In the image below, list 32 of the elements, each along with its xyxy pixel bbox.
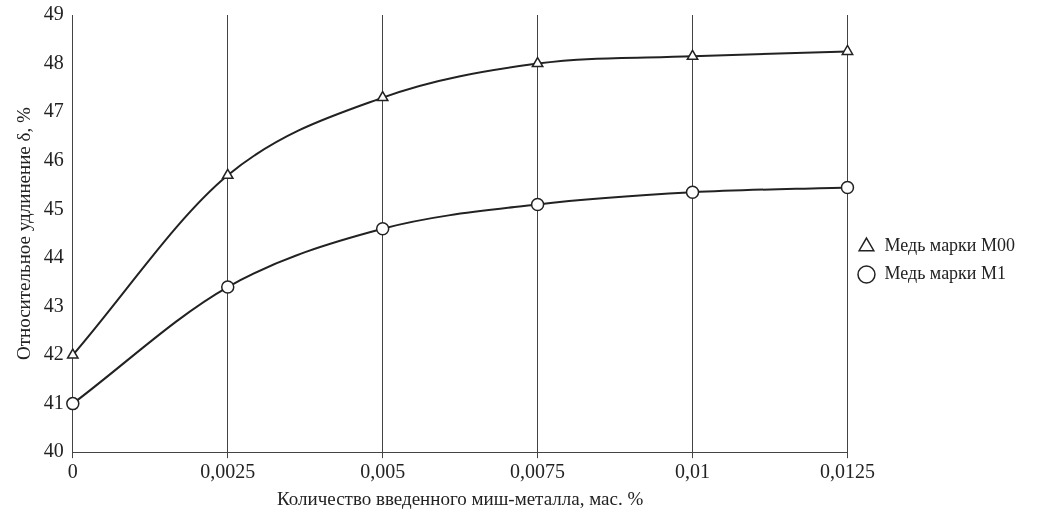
point [220,280,235,294]
y-tick-label: 40 [43,439,64,462]
x-tick-label: 0,0075 [510,460,566,483]
point [221,168,234,180]
point [66,348,79,359]
y-tick-label: 43 [43,293,64,316]
y-tick-label: 48 [43,50,64,73]
x-tick-label: 0,01 [675,460,711,483]
y-tick-label: 44 [43,245,64,268]
point [530,197,545,212]
point [840,180,855,195]
point [376,90,389,102]
y-tick-label: 42 [43,342,64,365]
point [375,221,390,236]
y-tick-label: 47 [43,99,64,122]
point [685,185,700,200]
point [531,56,544,68]
point [66,396,80,411]
point [841,44,854,56]
legend-label: Медь марки М1 [884,263,1006,284]
x-tick-label: 0,005 [360,460,406,483]
y-tick-label: 41 [43,390,64,413]
y-tick-label: 46 [43,147,64,170]
point [686,49,699,61]
x-tick-label: 0 [67,460,78,483]
x-tick-label: 0,0125 [819,460,875,483]
y-tick-label: 45 [43,196,64,219]
x-tick-label: 0,0025 [200,460,256,483]
y-axis-title: Относительное удлинение δ, % [13,107,35,360]
y-tick-label: 49 [43,2,64,25]
x-axis-title: Количество введенного миш-металла, мас. % [277,487,644,509]
legend-label: Медь марки М00 [884,235,1015,256]
